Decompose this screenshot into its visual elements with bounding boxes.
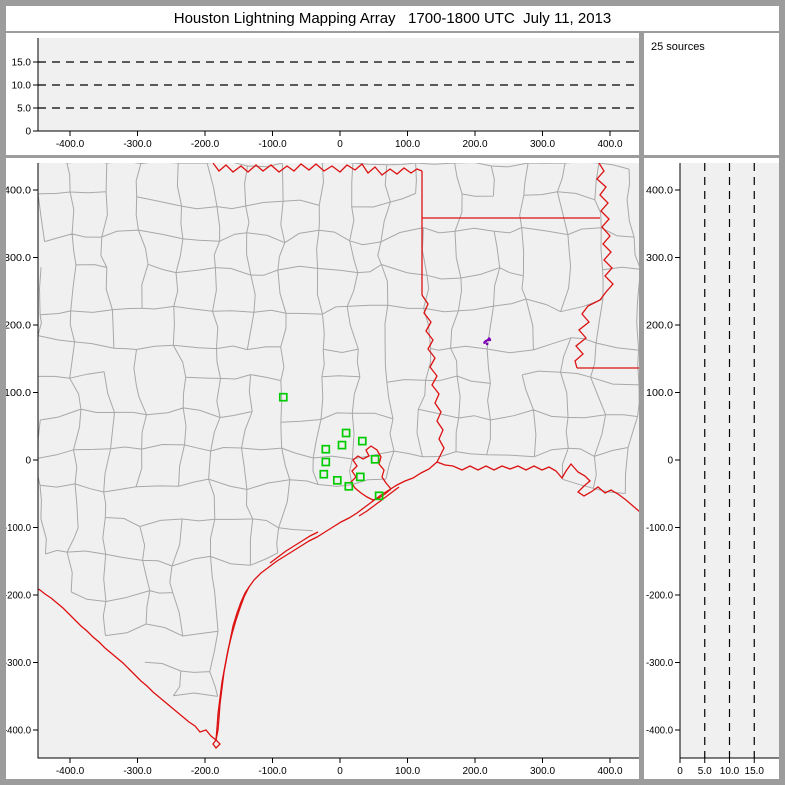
lma-station-marker	[332, 475, 342, 485]
y-tick-label: 300.0	[6, 253, 31, 264]
lightning-source-dot	[488, 338, 492, 342]
y-tick-label: 15.0	[12, 58, 32, 69]
page-title: Houston Lightning Mapping Array 1700-180…	[173, 10, 612, 27]
x-tick-label: 0	[337, 139, 343, 150]
lma-station-marker	[321, 457, 331, 467]
lma-station-marker	[370, 454, 380, 464]
x-tick-label: -200.0	[191, 766, 220, 777]
y-tick-label: 100.0	[6, 388, 31, 399]
state-borders	[212, 163, 639, 463]
lightning-source-dots	[483, 337, 492, 346]
lma-station-marker	[374, 491, 384, 501]
altitude-ns-plot[interactable]: 0 5.0 10.0 15.0 400.0 300.0 200.0 100.0 0 -100.0 -…	[644, 158, 779, 779]
x-tick-label: 100.0	[395, 766, 420, 777]
x-tick-label: 200.0	[462, 766, 487, 777]
axis-lines	[37, 163, 639, 759]
sources-count-panel: 25 sources	[644, 33, 779, 155]
lma-station-marker	[321, 444, 331, 454]
y-tick-label: 0	[25, 127, 31, 138]
plan-view-map-panel: -400.0 -300.0 -200.0 -100.0 0 100.0 200.0 300.0…	[6, 158, 639, 779]
x-tick-label: -100.0	[258, 766, 287, 777]
y-tick-label: -100.0	[646, 523, 673, 534]
y-tick-label: 400.0	[6, 186, 31, 197]
y-tick-label: 0	[25, 456, 31, 467]
x-tick-label: 5.0	[698, 766, 712, 777]
y-tick-label: -400.0	[6, 726, 31, 737]
y-tick-label: 100.0	[646, 388, 673, 399]
y-tick-label: 10.0	[12, 81, 32, 92]
x-tick-label: -400.0	[56, 139, 85, 150]
coastline	[38, 445, 639, 749]
lma-station-marker	[344, 481, 354, 491]
map-layers	[38, 163, 639, 749]
x-tick-label: 400.0	[597, 139, 622, 150]
y-tick-label: 200.0	[6, 321, 31, 332]
lma-station-marker	[355, 472, 365, 482]
y-tick-label: 200.0	[646, 321, 673, 332]
altitude-ew-panel: -400.0 -300.0 -200.0 -100.0 0 100.0 200.0 300.0…	[6, 33, 639, 155]
x-tick-label: -100.0	[258, 139, 287, 150]
y-tick-label: -300.0	[6, 658, 31, 669]
y-tick-label: -300.0	[646, 658, 673, 669]
sources-count-label: 25 sources	[651, 41, 705, 53]
x-tick-label: -400.0	[56, 766, 85, 777]
plan-view-map-plot[interactable]: -400.0 -300.0 -200.0 -100.0 0 100.0 200.0 300.0…	[6, 158, 639, 779]
x-tick-label: 300.0	[530, 139, 555, 150]
y-tick-label: 400.0	[646, 186, 673, 197]
lightning-source-dot	[485, 342, 489, 346]
y-tick-label: 300.0	[646, 253, 673, 264]
y-tick-label: 0	[667, 456, 673, 467]
altitude-ew-plot[interactable]: -400.0 -300.0 -200.0 -100.0 0 100.0 200.0 300.0…	[6, 33, 639, 155]
county-borders	[38, 163, 639, 697]
x-tick-label: 0	[337, 766, 343, 777]
plan-view-map-plot-area[interactable]	[38, 163, 639, 758]
x-tick-label: 15.0	[745, 766, 765, 777]
x-tick-label: 100.0	[395, 139, 420, 150]
y-tick-label: -200.0	[646, 591, 673, 602]
x-tick-label: 10.0	[720, 766, 740, 777]
x-tick-label: 200.0	[462, 139, 487, 150]
x-tick-label: -200.0	[191, 139, 220, 150]
title-bar: Houston Lightning Mapping Array 1700-180…	[6, 6, 779, 31]
lma-station-marker	[341, 428, 351, 438]
lma-station-marker	[357, 436, 367, 446]
x-tick-label: 0	[677, 766, 683, 777]
lma-station-marker	[319, 469, 329, 479]
x-tick-label: 400.0	[597, 766, 622, 777]
altitude-ns-panel: 0 5.0 10.0 15.0 400.0 300.0 200.0 100.0 0 -100.0 -…	[644, 158, 779, 779]
y-tick-label: 5.0	[17, 104, 31, 115]
x-tick-label: 300.0	[530, 766, 555, 777]
x-tick-label: -300.0	[123, 766, 152, 777]
lma-station-marker	[337, 440, 347, 450]
lma-station-marker	[278, 392, 288, 402]
lightning-source-dot	[484, 339, 488, 343]
lma-station-markers	[278, 392, 384, 501]
y-tick-label: -200.0	[6, 591, 31, 602]
y-tick-label: -400.0	[646, 726, 673, 737]
x-tick-label: -300.0	[123, 139, 152, 150]
y-tick-label: -100.0	[6, 523, 31, 534]
